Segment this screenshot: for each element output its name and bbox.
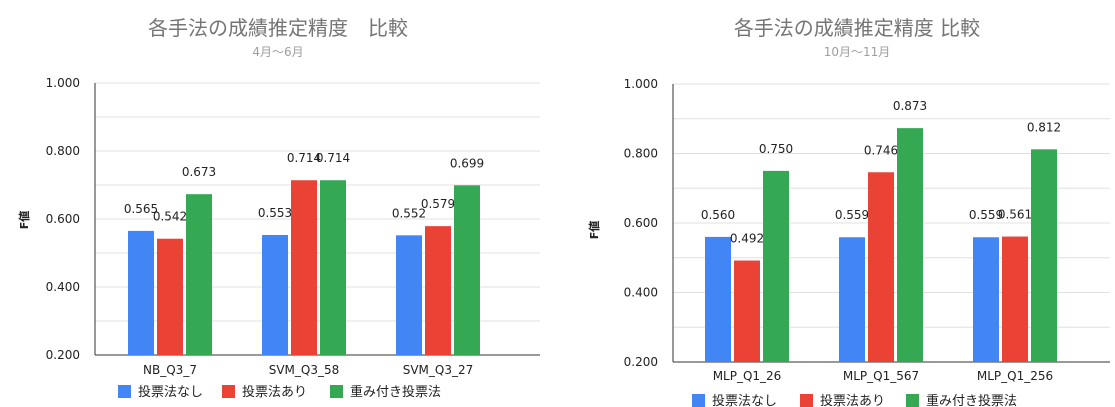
- data-label: 0.559: [969, 208, 1003, 222]
- data-label: 0.750: [759, 142, 793, 156]
- y-tick-label: 1.000: [46, 76, 80, 90]
- data-label: 0.812: [1027, 120, 1061, 134]
- chart-subtitle: 4月〜6月: [252, 45, 303, 59]
- bar: [839, 237, 865, 362]
- chart-title: 各手法の成績推定精度 比較: [734, 16, 980, 40]
- legend-entry: 重み付き投票法: [350, 384, 441, 400]
- data-label: 0.559: [835, 208, 869, 222]
- x-tick-label: SVM_Q3_58: [269, 363, 340, 377]
- chart-title: 各手法の成績推定精度 比較: [148, 16, 408, 40]
- bar: [454, 185, 480, 355]
- x-tick-label: MLP_Q1_26: [713, 369, 782, 383]
- bar: [186, 194, 212, 355]
- bar: [320, 180, 346, 355]
- bar: [705, 236, 731, 362]
- bar: [897, 128, 923, 362]
- bar: [1002, 236, 1028, 362]
- y-tick-label: 0.800: [46, 144, 80, 158]
- bar: [291, 180, 317, 355]
- legend-entry: 重み付き投票法: [926, 393, 1017, 407]
- bar: [128, 230, 154, 355]
- y-tick-label: 1.000: [624, 77, 658, 91]
- y-axis-label: F値: [587, 221, 601, 240]
- data-label: 0.714: [287, 151, 321, 165]
- legend-swatch: [222, 385, 235, 398]
- data-label: 0.673: [182, 165, 216, 179]
- bar: [763, 170, 789, 362]
- y-tick-label: 0.200: [46, 348, 80, 362]
- data-label: 0.699: [450, 156, 484, 170]
- legend-swatch: [330, 385, 343, 398]
- chart-oct-nov: 各手法の成績推定精度 比較 10月〜11月 0.200 0.400 0.600 0.800…: [587, 16, 1110, 407]
- bar: [734, 260, 760, 362]
- data-label: 0.561: [998, 208, 1032, 222]
- data-label: 0.565: [124, 202, 158, 216]
- y-tick-label: 0.600: [46, 212, 80, 226]
- data-label: 0.560: [701, 208, 735, 222]
- y-tick-label: 0.200: [624, 355, 658, 369]
- data-label: 0.492: [730, 232, 764, 246]
- x-tick-label: NB_Q3_7: [143, 363, 197, 377]
- data-label: 0.873: [893, 99, 927, 113]
- bar: [973, 237, 999, 362]
- y-tick-label: 0.800: [624, 147, 658, 161]
- legend-entry: 投票法あり: [242, 384, 307, 400]
- legend-swatch: [692, 394, 705, 407]
- bar: [157, 238, 183, 355]
- data-label: 0.579: [421, 197, 455, 211]
- y-tick-label: 0.600: [624, 216, 658, 230]
- y-axis-label: F値: [17, 211, 31, 230]
- bar: [425, 226, 451, 355]
- y-tick-label: 0.400: [46, 280, 80, 294]
- legend-entry: 投票法あり: [820, 393, 885, 407]
- bar: [868, 172, 894, 362]
- data-label: 0.542: [153, 210, 187, 224]
- bar: [396, 235, 422, 355]
- y-tick-label: 0.400: [624, 286, 658, 300]
- data-label: 0.552: [392, 206, 426, 220]
- chart-apr-jun: 各手法の成績推定精度 比較 4月〜6月 0.200 0.400 0.600 0.800 1.…: [17, 16, 540, 400]
- data-label: 0.746: [864, 143, 898, 157]
- legend-entry: 投票法なし: [138, 384, 203, 400]
- data-label: 0.553: [258, 206, 292, 220]
- chart-subtitle: 10月〜11月: [824, 45, 891, 59]
- legend-swatch: [118, 385, 131, 398]
- legend-entry: 投票法なし: [712, 393, 777, 407]
- x-tick-label: SVM_Q3_27: [403, 363, 474, 377]
- legend-swatch: [906, 394, 919, 407]
- x-tick-label: MLP_Q1_256: [977, 369, 1053, 383]
- bar: [262, 234, 288, 355]
- legend-swatch: [800, 394, 813, 407]
- x-tick-label: MLP_Q1_567: [843, 369, 919, 383]
- data-label: 0.714: [316, 151, 350, 165]
- bar: [1031, 149, 1057, 362]
